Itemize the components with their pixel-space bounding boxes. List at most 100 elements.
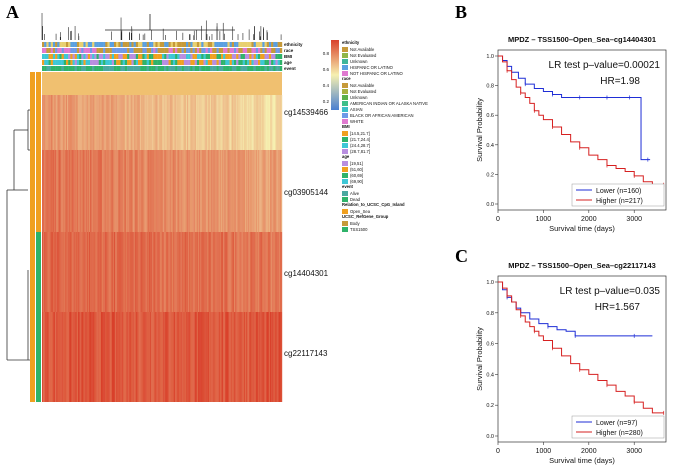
heatmap-cell xyxy=(140,232,142,312)
heatmap-cell xyxy=(186,312,188,402)
annotation-cell xyxy=(192,54,195,59)
annotation-cell xyxy=(177,48,180,53)
annotation-cell xyxy=(114,60,117,65)
heatmap-cell xyxy=(76,95,79,150)
heatmap-cell xyxy=(82,95,84,150)
heatmap-cell xyxy=(122,150,125,232)
annotation-cell xyxy=(111,54,115,59)
heatmap-cell xyxy=(261,95,263,150)
annotation-cell xyxy=(50,42,54,47)
heatmap-cell xyxy=(64,95,67,150)
heatmap-cell xyxy=(97,232,99,312)
heatmap-cell xyxy=(279,95,282,150)
annotation-cell xyxy=(172,54,176,59)
annotation-cell xyxy=(105,42,108,47)
heatmap-cell xyxy=(50,95,53,150)
heatmap-cell xyxy=(276,95,278,150)
annotation-cell xyxy=(268,42,272,47)
heatmap-cell xyxy=(152,95,154,150)
annotation-cell xyxy=(138,54,141,59)
heatmap-cell xyxy=(95,150,97,232)
heatmap-cell xyxy=(187,150,189,232)
heatmap-cell xyxy=(175,150,177,232)
heatmap-cell xyxy=(256,232,259,312)
heatmap-cell xyxy=(266,232,269,312)
annotation-cell xyxy=(205,66,209,71)
heatmap-cell xyxy=(71,95,73,150)
heatmap-cell xyxy=(88,312,91,402)
annotation-cell xyxy=(194,54,198,59)
annotation-cell xyxy=(253,42,257,47)
heatmap-cell xyxy=(280,232,283,312)
heatmap-cell xyxy=(76,232,79,312)
heatmap-cell xyxy=(49,95,51,150)
heatmap-cell xyxy=(124,232,127,312)
heatmap-cell xyxy=(262,95,264,150)
heatmap-cell xyxy=(201,312,203,402)
heatmap-cell xyxy=(218,150,221,232)
heatmap-cell xyxy=(254,150,257,232)
heatmap-cell xyxy=(52,95,55,150)
annotation-cell xyxy=(183,48,187,53)
annotation-cell xyxy=(122,60,126,65)
annotation-cell xyxy=(59,54,62,59)
heatmap-cell xyxy=(204,232,206,312)
heatmap-cell xyxy=(267,312,270,402)
heatmap-cell xyxy=(108,95,110,150)
annotation-cell xyxy=(107,54,110,59)
heatmap-cell xyxy=(115,312,117,402)
annotation-cell xyxy=(87,60,91,65)
annotation-cell xyxy=(138,66,141,71)
heatmap-cell xyxy=(129,312,131,402)
heatmap-cell xyxy=(220,95,223,150)
legend-title-age: age xyxy=(342,154,350,159)
heatmap-cell xyxy=(279,150,282,232)
annotation-cell xyxy=(244,60,248,65)
annotation-cell xyxy=(258,60,261,65)
heatmap-cell xyxy=(91,95,93,150)
annotation-cell xyxy=(57,60,60,65)
heatmap-cell xyxy=(154,312,156,402)
heatmap-cell xyxy=(270,312,272,402)
heatmap-cell xyxy=(251,150,253,232)
heatmap-cell xyxy=(210,95,212,150)
annotation-cell xyxy=(229,54,233,59)
heatmap-cell xyxy=(119,312,121,402)
heatmap-cell xyxy=(142,95,144,150)
heatmap-cell xyxy=(230,232,233,312)
annotation-cell xyxy=(116,48,119,53)
heatmap-cell xyxy=(107,150,109,232)
annotation-cell xyxy=(111,60,115,65)
heatmap-cell xyxy=(112,232,115,312)
annotation-cell xyxy=(218,54,222,59)
heatmap-cell xyxy=(141,312,143,402)
heatmap-cell xyxy=(256,95,259,150)
heatmap-cell xyxy=(108,312,110,402)
annotation-cell xyxy=(133,54,137,59)
km-y-axis-label: Survival Probability xyxy=(475,98,484,162)
km-y-tick-label: 0.0 xyxy=(486,202,494,208)
heatmap-cell xyxy=(84,95,86,150)
heatmap-cell xyxy=(120,95,122,150)
annotation-cell xyxy=(59,48,62,53)
heatmap-cell xyxy=(186,232,188,312)
heatmap-cell xyxy=(49,150,51,232)
annotation-cell xyxy=(186,54,189,59)
legend-title-event: event xyxy=(342,184,354,189)
annotation-cell xyxy=(183,60,187,65)
heatmap-cell xyxy=(121,312,123,402)
annotation-cell xyxy=(227,54,230,59)
annotation-cell xyxy=(240,42,243,47)
heatmap-cell xyxy=(88,232,91,312)
annotation-cell xyxy=(70,48,73,53)
annotation-cell xyxy=(148,66,152,71)
heatmap-cell xyxy=(140,312,142,402)
annotation-cell xyxy=(253,66,257,71)
heatmap-cell xyxy=(199,150,201,232)
heatmap-cell xyxy=(75,150,78,232)
heatmap-cell xyxy=(200,312,202,402)
heatmap-cell xyxy=(71,312,73,402)
annotation-cell xyxy=(236,60,239,65)
heatmap-cell xyxy=(42,150,44,232)
annotation-cell xyxy=(234,42,237,47)
